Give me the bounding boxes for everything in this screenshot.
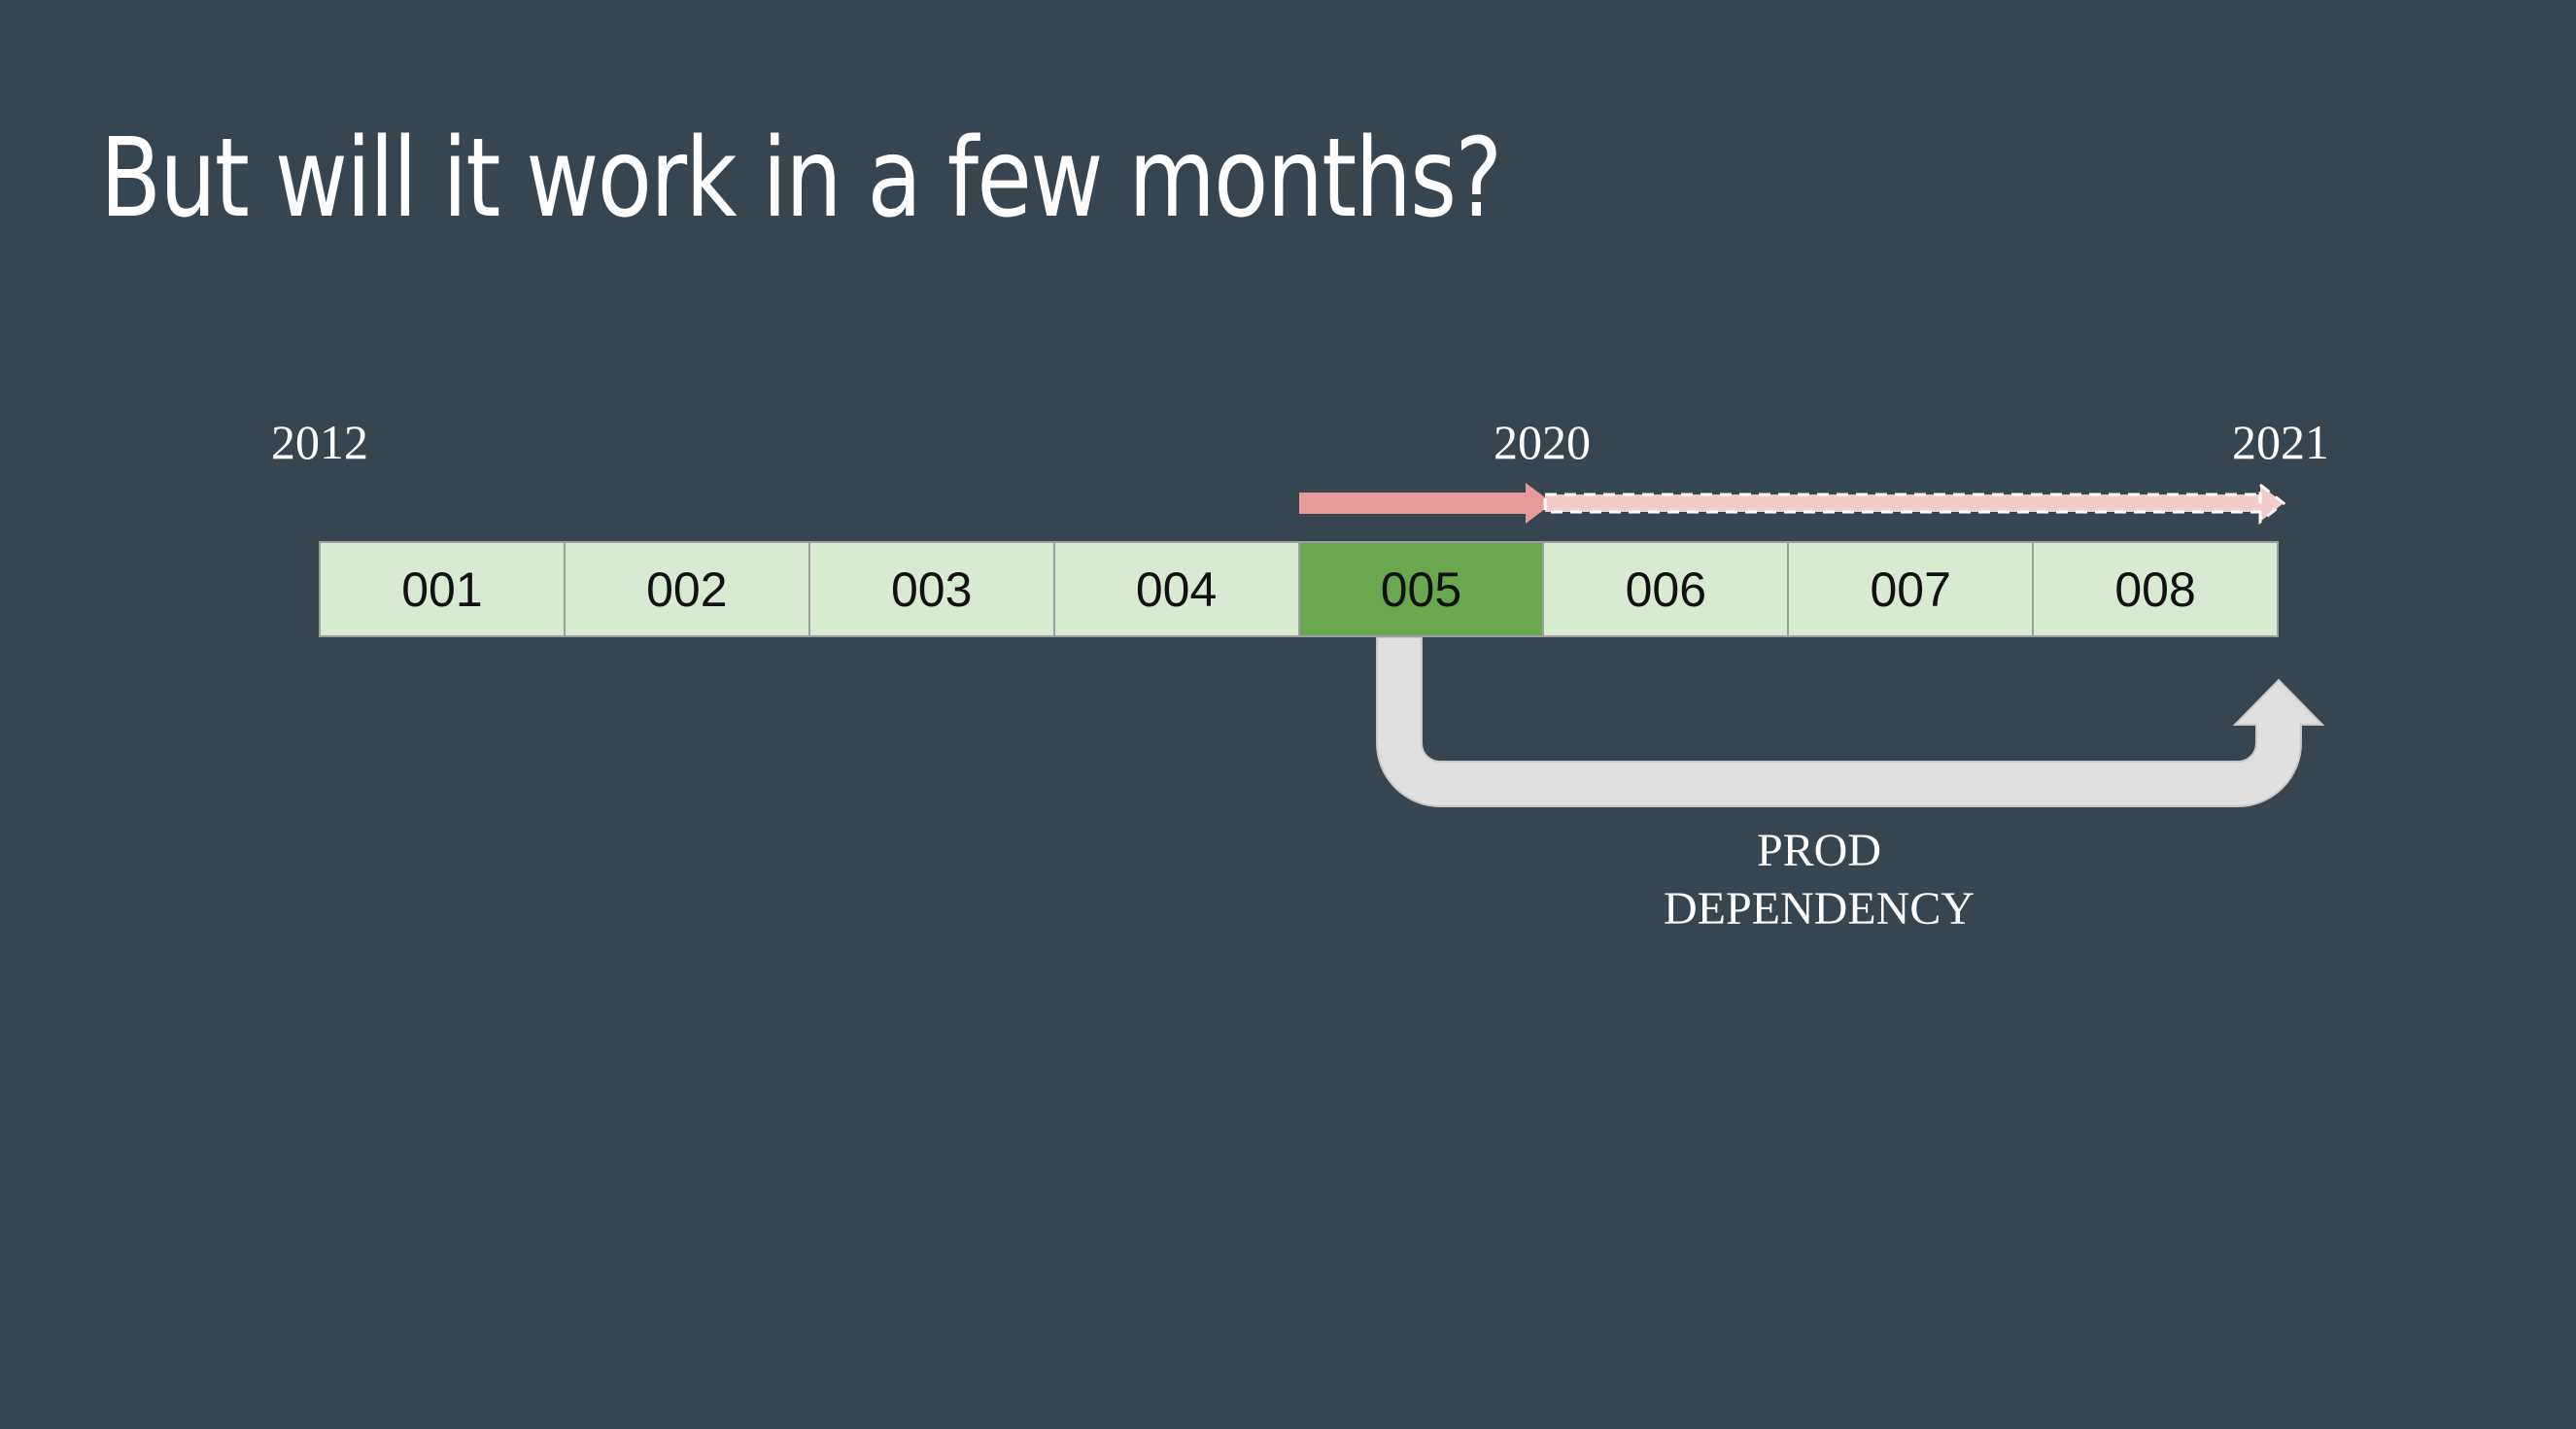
dependency-label-line1: PROD — [1756, 825, 1882, 876]
time-arrow-dashed — [1543, 481, 2286, 526]
timeline-block: 003 — [809, 543, 1055, 635]
timeline-block: 004 — [1054, 543, 1300, 635]
year-label-start: 2012 — [271, 415, 368, 469]
year-label-future: 2021 — [2232, 415, 2329, 469]
dependency-arrow — [1376, 636, 2325, 807]
timeline-blocks: 001 002 003 004 005 006 007 008 — [319, 541, 2279, 637]
year-label-current: 2020 — [1494, 415, 1591, 469]
slide-title: But will it work in a few months? — [100, 116, 1502, 242]
dependency-label: PROD DEPENDENCY — [1625, 822, 2013, 938]
timeline-block: 002 — [565, 543, 810, 635]
dependency-label-line2: DEPENDENCY — [1664, 883, 1975, 935]
time-arrow-solid — [1299, 483, 1553, 524]
timeline-block: 008 — [2034, 543, 2277, 635]
timeline-block-current: 005 — [1299, 543, 1545, 635]
timeline-block: 006 — [1544, 543, 1790, 635]
timeline-block: 001 — [321, 543, 566, 635]
timeline-block: 007 — [1789, 543, 2035, 635]
